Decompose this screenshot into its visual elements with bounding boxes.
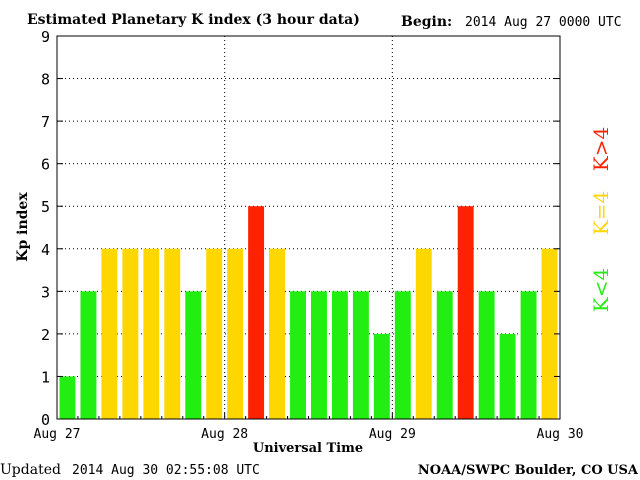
kp-bar <box>436 291 453 419</box>
source-credit: NOAA/SWPC Boulder, CO USA <box>418 463 639 478</box>
kp-bar <box>206 248 223 419</box>
y-tick-label: 1 <box>41 368 50 386</box>
kp-bar <box>143 248 160 419</box>
kp-bar <box>394 291 411 419</box>
chart-title: Estimated Planetary K index (3 hour data… <box>27 12 360 28</box>
kp-bar <box>311 291 327 419</box>
y-tick-label: 5 <box>41 198 50 216</box>
begin-value: 2014 Aug 27 0000 UTC <box>465 15 622 30</box>
kp-bar <box>352 291 369 419</box>
x-axis-label: Universal Time <box>253 441 363 456</box>
y-tick-label: 6 <box>41 156 50 174</box>
legend-mid: K=4 <box>589 191 613 235</box>
kp-bar <box>290 291 306 419</box>
y-tick-label: 8 <box>41 71 50 89</box>
kp-bar <box>373 333 390 419</box>
kp-bar <box>520 291 537 419</box>
updated-value: 2014 Aug 30 02:55:08 UTC <box>72 463 260 478</box>
kp-bar <box>80 291 97 419</box>
kp-bar <box>122 248 139 419</box>
kp-bar <box>101 248 118 419</box>
kp-bar <box>164 248 181 419</box>
begin-label: Begin: <box>401 14 452 30</box>
kp-bar <box>227 248 244 419</box>
y-tick-label: 4 <box>41 241 50 259</box>
kp-bar <box>248 206 265 419</box>
y-tick-label: 0 <box>41 411 50 429</box>
x-tick-label: Aug 28 <box>201 427 248 442</box>
y-axis-label: Kp index <box>15 192 31 262</box>
kp-bar <box>499 333 516 419</box>
legend-low: K<4 <box>589 268 613 312</box>
kp-bar <box>331 291 348 419</box>
y-tick-label: 9 <box>41 28 50 46</box>
kp-bar <box>185 291 202 419</box>
kp-bar <box>478 291 495 419</box>
kp-bar <box>269 248 286 419</box>
x-tick-label: Aug 30 <box>537 427 584 442</box>
updated-label: Updated <box>0 462 61 478</box>
kp-bar <box>415 248 432 419</box>
kp-bar <box>59 376 76 419</box>
legend-high: K>4 <box>589 127 613 171</box>
x-tick-label: Aug 29 <box>369 427 416 442</box>
kp-bar <box>541 248 558 419</box>
y-tick-label: 3 <box>41 283 50 301</box>
y-tick-label: 7 <box>41 113 50 131</box>
plot-area: 0 1 2 3 4 5 6 7 8 9 Aug 27 Aug 28 Aug 29 Aug 30 <box>34 28 584 442</box>
x-tick-label: Aug 27 <box>34 427 81 442</box>
y-tick-label: 2 <box>41 326 50 344</box>
kp-bar <box>457 206 474 419</box>
